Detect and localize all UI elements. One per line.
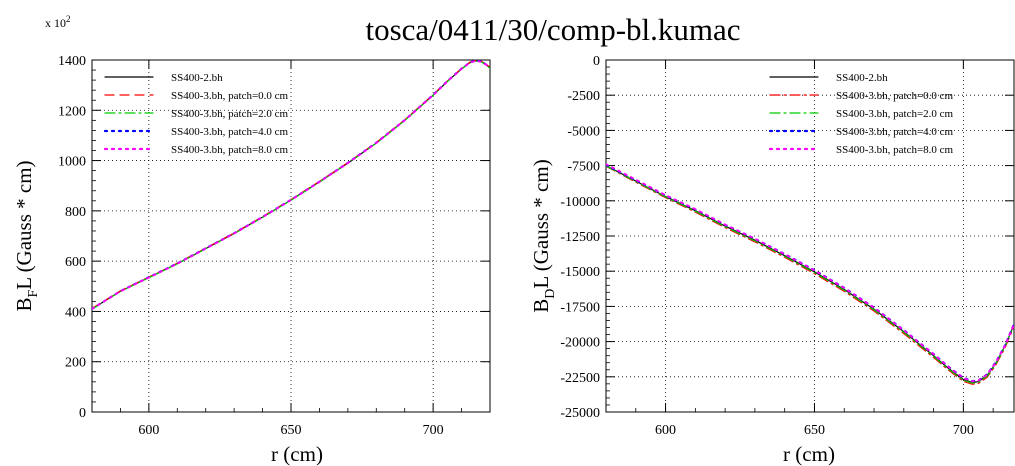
left-y-tick-label: 400 xyxy=(65,305,86,320)
right-y-tick-label: -15000 xyxy=(560,265,600,280)
left-y-exponent: x 102 xyxy=(45,14,71,30)
right-legend-label: SS400-3.bh, patch=8.0 cm xyxy=(836,144,954,156)
right-y-tick-label: -2500 xyxy=(567,89,600,104)
right-legend-label: SS400-3.bh, patch=4.0 cm xyxy=(836,126,954,138)
right-x-tick-label: 650 xyxy=(804,423,825,438)
left-y-tick-label: 800 xyxy=(65,205,86,220)
left-y-tick-label: 200 xyxy=(65,356,86,371)
left-x-tick-label: 600 xyxy=(138,423,159,438)
right-y-tick-label: -10000 xyxy=(560,195,600,210)
left-legend-label: SS400-3.bh, patch=2.0 cm xyxy=(171,108,289,120)
right-chart: BDL (Gauss * cm) r (cm) 0 -2500 -5000 -7500… xyxy=(529,54,1015,466)
left-x-tick-label: 650 xyxy=(281,423,302,438)
left-x-axis-label: r (cm) xyxy=(271,442,323,466)
left-series-line xyxy=(92,60,490,310)
right-y-axis-label: BDL (Gauss * cm) xyxy=(529,159,558,312)
right-series-line xyxy=(606,163,1014,383)
left-y-tick-label: 1200 xyxy=(58,104,86,119)
left-y-tick-label: 0 xyxy=(79,406,86,421)
right-y-tick-label: -17500 xyxy=(560,300,600,315)
right-y-tick-label: -7500 xyxy=(567,160,600,175)
left-y-tick-label: 1400 xyxy=(58,54,86,69)
right-y-tick-label: -22500 xyxy=(560,371,600,386)
right-x-axis-label: r (cm) xyxy=(783,442,835,466)
right-y-tick-label: -5000 xyxy=(567,124,600,139)
right-y-tick-label: -20000 xyxy=(560,336,600,351)
right-legend-label: SS400-3.bh, patch=0.0 cm xyxy=(836,90,954,102)
left-y-tick-label: 1000 xyxy=(58,155,86,170)
left-y-axis-label: BFL (Gauss * cm) xyxy=(12,160,41,311)
left-legend-label: SS400-3.bh, patch=4.0 cm xyxy=(171,126,289,138)
right-series-line xyxy=(606,165,1014,384)
left-legend-label: SS400-3.bh, patch=0.0 cm xyxy=(171,90,289,102)
right-y-tick-label: -25000 xyxy=(560,406,600,421)
right-y-tick-label: -12500 xyxy=(560,230,600,245)
left-legend-label: SS400-2.bh xyxy=(171,72,223,84)
right-series-line xyxy=(606,165,1014,385)
figure-title: tosca/0411/30/comp-bl.kumac xyxy=(365,12,740,47)
right-y-tick-label: 0 xyxy=(593,54,600,69)
left-legend-label: SS400-3.bh, patch=8.0 cm xyxy=(171,144,289,156)
left-x-tick-label: 700 xyxy=(423,423,444,438)
left-chart: x 102 BFL (Gauss * cm) r (cm) 0 200 400 600… xyxy=(12,14,491,466)
left-y-tick-label: 600 xyxy=(65,255,86,270)
right-x-tick-label: 600 xyxy=(655,423,676,438)
right-legend-label: SS400-2.bh xyxy=(836,72,888,84)
right-legend-label: SS400-3.bh, patch=2.0 cm xyxy=(836,108,954,120)
left-series-line xyxy=(92,60,490,309)
right-x-tick-label: 700 xyxy=(953,423,974,438)
